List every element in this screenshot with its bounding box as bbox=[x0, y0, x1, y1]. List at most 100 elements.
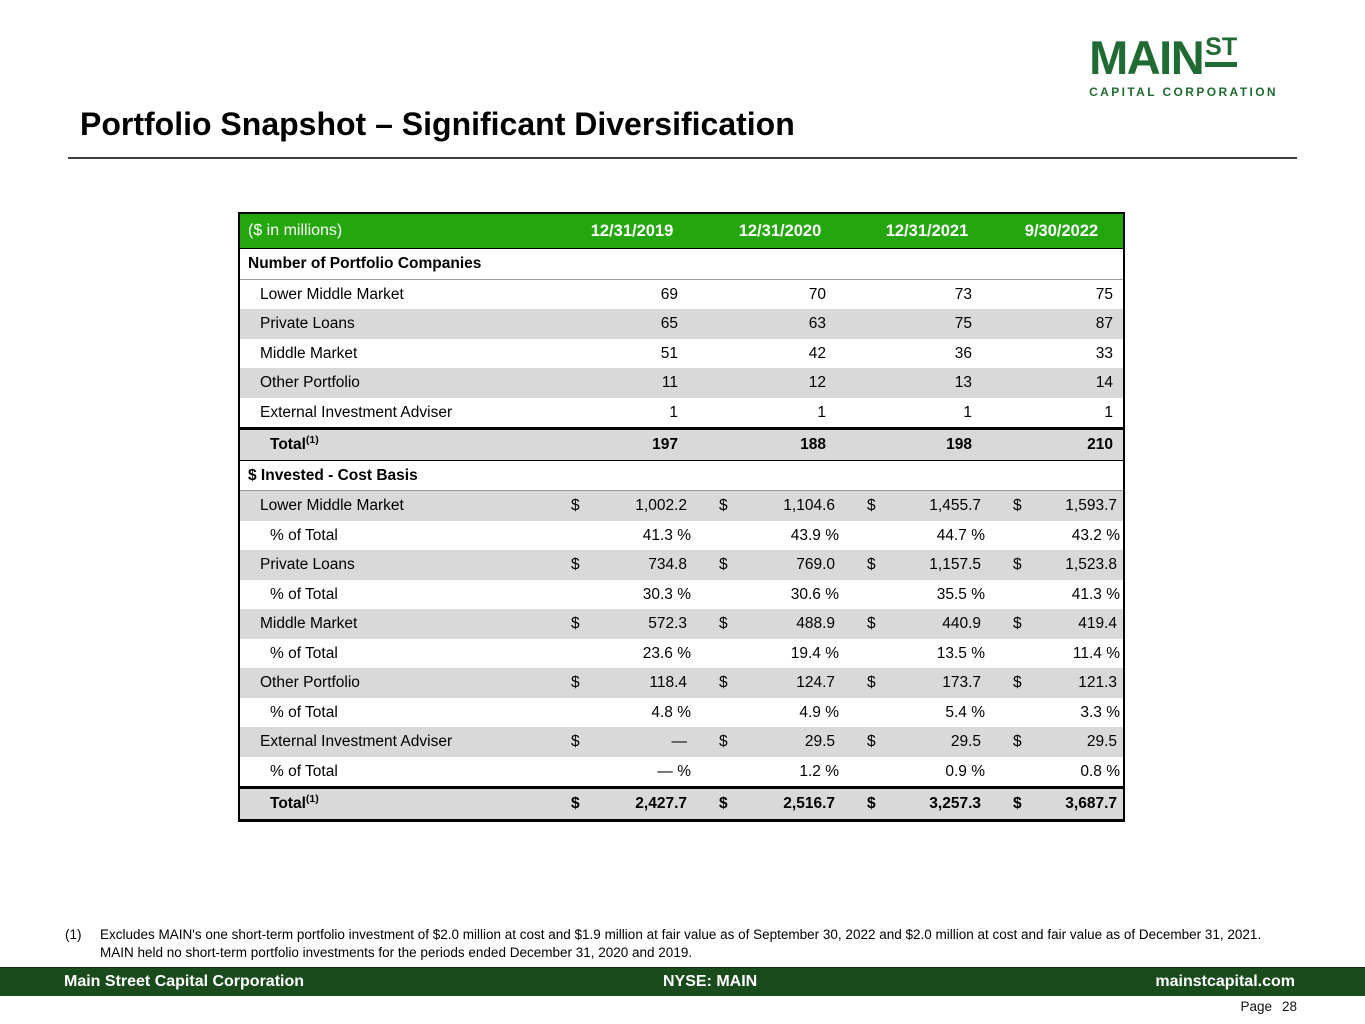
footnote: (1) Excludes MAIN's one short-term portf… bbox=[65, 926, 1265, 962]
column-header: 12/31/2020 bbox=[738, 222, 822, 240]
row-label: % of Total bbox=[240, 521, 558, 551]
logo-wordmark: MAIN ST bbox=[1089, 34, 1278, 81]
footnote-ref: (1) bbox=[305, 433, 319, 446]
row-label: Total(1) bbox=[240, 430, 558, 460]
row-label-text: Private Loans bbox=[260, 556, 355, 573]
column-header: 12/31/2019 bbox=[590, 222, 674, 240]
dollar-sign: $ bbox=[719, 674, 728, 691]
table-row: % of Total 4.8 % 4.9 % 5.4 % 3.3 % bbox=[240, 698, 1123, 728]
value-cell: $440.9 bbox=[854, 609, 1000, 639]
dollar-sign: $ bbox=[571, 497, 580, 514]
value-text: 1,523.8 bbox=[1065, 556, 1117, 573]
value-cell: 198 bbox=[946, 436, 972, 453]
value-cell: $29.5 bbox=[854, 727, 1000, 757]
value-cell: $173.7 bbox=[854, 668, 1000, 698]
dollar-sign: $ bbox=[571, 556, 580, 573]
value-text: 1,455.7 bbox=[929, 497, 981, 514]
row-label: % of Total bbox=[240, 580, 558, 610]
value-text: 1,593.7 bbox=[1065, 497, 1117, 514]
value-cell: 19.4 % bbox=[790, 644, 839, 662]
value-text: 3,687.7 bbox=[1065, 795, 1117, 812]
dollar-sign: $ bbox=[867, 497, 876, 514]
value-cell: 13.5 % bbox=[936, 644, 985, 662]
dollar-sign: $ bbox=[719, 556, 728, 573]
row-label: Lower Middle Market bbox=[240, 491, 558, 521]
value-text: 1,002.2 bbox=[635, 497, 687, 514]
dollar-sign: $ bbox=[719, 497, 728, 514]
value-cell: 44.7 % bbox=[936, 526, 985, 544]
value-text: — bbox=[671, 733, 688, 750]
value-cell: 11 bbox=[661, 374, 678, 391]
value-cell: 70 bbox=[808, 285, 826, 303]
value-cell: 1.2 % bbox=[799, 762, 839, 780]
value-cell: 3.3 % bbox=[1080, 703, 1120, 721]
row-label: Middle Market bbox=[240, 339, 558, 369]
value-cell: 4.8 % bbox=[651, 703, 691, 721]
logo-tagline: CAPITAL CORPORATION bbox=[1089, 85, 1278, 99]
logo-main-text: MAIN bbox=[1089, 31, 1205, 84]
table-section-header: Number of Portfolio Companies bbox=[240, 249, 1123, 280]
row-label-text: % of Total bbox=[270, 526, 338, 544]
dollar-sign: $ bbox=[1013, 556, 1022, 573]
section-title: $ Invested - Cost Basis bbox=[248, 466, 418, 484]
value-text: 124.7 bbox=[796, 674, 835, 691]
value-cell: $572.3 bbox=[558, 609, 706, 639]
value-cell: 51 bbox=[660, 344, 678, 362]
row-label-text: Other Portfolio bbox=[260, 674, 360, 691]
table-row: Middle Market 51 42 36 33 bbox=[240, 339, 1123, 369]
table-row: % of Total 30.3 % 30.6 % 35.5 % 41.3 % bbox=[240, 580, 1123, 610]
dollar-sign: $ bbox=[571, 733, 580, 750]
table-row: Total(1) 197 188 198 210 bbox=[240, 427, 1123, 461]
row-label-text: % of Total bbox=[270, 644, 338, 662]
portfolio-table: ($ in millions) 12/31/2019 12/31/2020 12… bbox=[238, 212, 1125, 822]
value-text: 173.7 bbox=[942, 674, 981, 691]
value-cell: $2,516.7 bbox=[706, 789, 854, 819]
value-cell: 75 bbox=[1095, 285, 1113, 303]
row-label: % of Total bbox=[240, 639, 558, 669]
value-cell: 210 bbox=[1087, 436, 1113, 453]
row-label-text: % of Total bbox=[270, 585, 338, 603]
value-text: 572.3 bbox=[648, 615, 687, 632]
value-cell: 23.6 % bbox=[642, 644, 691, 662]
value-cell: 197 bbox=[652, 436, 678, 453]
table-row: External Investment Adviser 1 1 1 1 bbox=[240, 398, 1123, 428]
portfolio-table-body: Number of Portfolio Companies Lower Middl… bbox=[240, 249, 1123, 819]
table-row: Lower Middle Market $1,002.2 $1,104.6 $1,45… bbox=[240, 491, 1123, 521]
column-header: 9/30/2022 bbox=[1024, 222, 1099, 240]
value-cell: 188 bbox=[800, 436, 826, 453]
value-cell: 43.2 % bbox=[1071, 526, 1120, 544]
page-title: Portfolio Snapshot – Significant Diversi… bbox=[80, 106, 795, 142]
page-number-value: 28 bbox=[1281, 999, 1297, 1014]
table-row: Other Portfolio 11 12 13 14 bbox=[240, 368, 1123, 398]
value-text: 29.5 bbox=[1086, 733, 1117, 750]
value-cell: 41.3 % bbox=[642, 526, 691, 544]
value-cell: $769.0 bbox=[706, 550, 854, 580]
table-row: % of Total 23.6 % 19.4 % 13.5 % 11.4 % bbox=[240, 639, 1123, 669]
page-number: Page 28 bbox=[1240, 999, 1297, 1014]
table-row: Private Loans 65 63 75 87 bbox=[240, 309, 1123, 339]
row-label: External Investment Adviser bbox=[240, 398, 558, 428]
row-label-text: Total bbox=[270, 795, 306, 812]
value-cell: 69 bbox=[660, 285, 678, 303]
dollar-sign: $ bbox=[1013, 795, 1022, 812]
row-label: External Investment Adviser bbox=[240, 727, 558, 757]
value-cell: $1,157.5 bbox=[854, 550, 1000, 580]
dollar-sign: $ bbox=[571, 615, 580, 632]
value-cell: $488.9 bbox=[706, 609, 854, 639]
value-cell: 11.4 % bbox=[1072, 644, 1120, 662]
value-cell: 63 bbox=[808, 315, 826, 332]
row-label-text: % of Total bbox=[270, 762, 338, 780]
table-row: % of Total 41.3 % 43.9 % 44.7 % 43.2 % bbox=[240, 521, 1123, 551]
dollar-sign: $ bbox=[1013, 733, 1022, 750]
value-cell: 4.9 % bbox=[799, 703, 839, 721]
value-cell: 87 bbox=[1095, 315, 1113, 332]
footnote-text: Excludes MAIN's one short-term portfolio… bbox=[100, 927, 1262, 960]
value-cell: 1 bbox=[1104, 403, 1113, 421]
row-label-text: Lower Middle Market bbox=[260, 497, 404, 514]
value-cell: $1,002.2 bbox=[558, 491, 706, 521]
logo-st-superscript: ST bbox=[1205, 35, 1238, 67]
dollar-sign: $ bbox=[867, 615, 876, 632]
table-row: % of Total — % 1.2 % 0.9 % 0.8 % bbox=[240, 757, 1123, 787]
value-cell: $2,427.7 bbox=[558, 789, 706, 819]
